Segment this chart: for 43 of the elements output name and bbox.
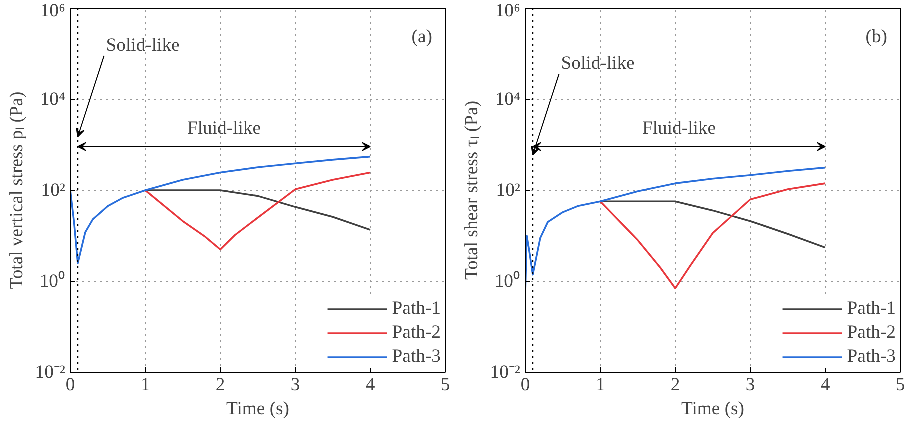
y-tick-label: 10⁻² bbox=[490, 362, 521, 383]
line-series bbox=[600, 182, 826, 290]
annotation: Fluid-like bbox=[642, 118, 716, 139]
x-tick-label: 0 bbox=[520, 374, 530, 396]
y-tick-label: 10⁻² bbox=[35, 362, 66, 383]
y-tick-label: 10⁶ bbox=[495, 0, 521, 22]
y-tick-label: 10⁴ bbox=[495, 89, 521, 110]
legend-label: Path-2 bbox=[847, 322, 896, 344]
y-tick-label: 10² bbox=[496, 180, 521, 201]
annotation: (a) bbox=[412, 26, 433, 48]
x-tick-label: 5 bbox=[440, 374, 450, 396]
y-axis-title: Total vertical stress pₗ (Pa) bbox=[6, 92, 28, 290]
x-tick-label: 3 bbox=[746, 374, 756, 396]
y-tick-label: 10⁶ bbox=[40, 0, 66, 22]
x-axis-title: Time (s) bbox=[226, 398, 290, 420]
x-tick-label: 1 bbox=[140, 374, 150, 396]
x-axis-title: Time (s) bbox=[681, 398, 745, 420]
x-tick-label: 2 bbox=[670, 374, 680, 396]
legend-label: Path-1 bbox=[392, 298, 441, 320]
line-series bbox=[600, 200, 826, 249]
line-series bbox=[70, 156, 372, 264]
y-tick-label: 10⁴ bbox=[40, 89, 66, 110]
legend-label: Path-3 bbox=[392, 346, 441, 368]
x-tick-label: 4 bbox=[820, 374, 831, 396]
x-tick-label: 5 bbox=[896, 374, 906, 396]
line-series bbox=[144, 172, 372, 251]
x-tick-label: 3 bbox=[290, 374, 300, 396]
y-axis-title: Total shear stress τₗ (Pa) bbox=[461, 100, 482, 280]
annotation: Solid-like bbox=[106, 35, 180, 56]
x-tick-label: 4 bbox=[366, 374, 376, 396]
legend-label: Path-2 bbox=[392, 322, 441, 344]
y-tick-label: 10⁰ bbox=[40, 271, 66, 292]
annotation: (b) bbox=[866, 26, 888, 48]
annotation: Solid-like bbox=[561, 53, 635, 74]
x-tick-label: 1 bbox=[596, 374, 606, 396]
legend-label: Path-1 bbox=[847, 298, 896, 320]
annotation: Fluid-like bbox=[187, 118, 262, 139]
line-series bbox=[526, 166, 826, 294]
y-tick-label: 10² bbox=[41, 180, 66, 201]
y-tick-label: 10⁰ bbox=[494, 271, 520, 292]
x-tick-label: 0 bbox=[66, 374, 76, 396]
legend-label: Path-3 bbox=[847, 346, 896, 368]
x-tick-label: 2 bbox=[216, 374, 226, 396]
